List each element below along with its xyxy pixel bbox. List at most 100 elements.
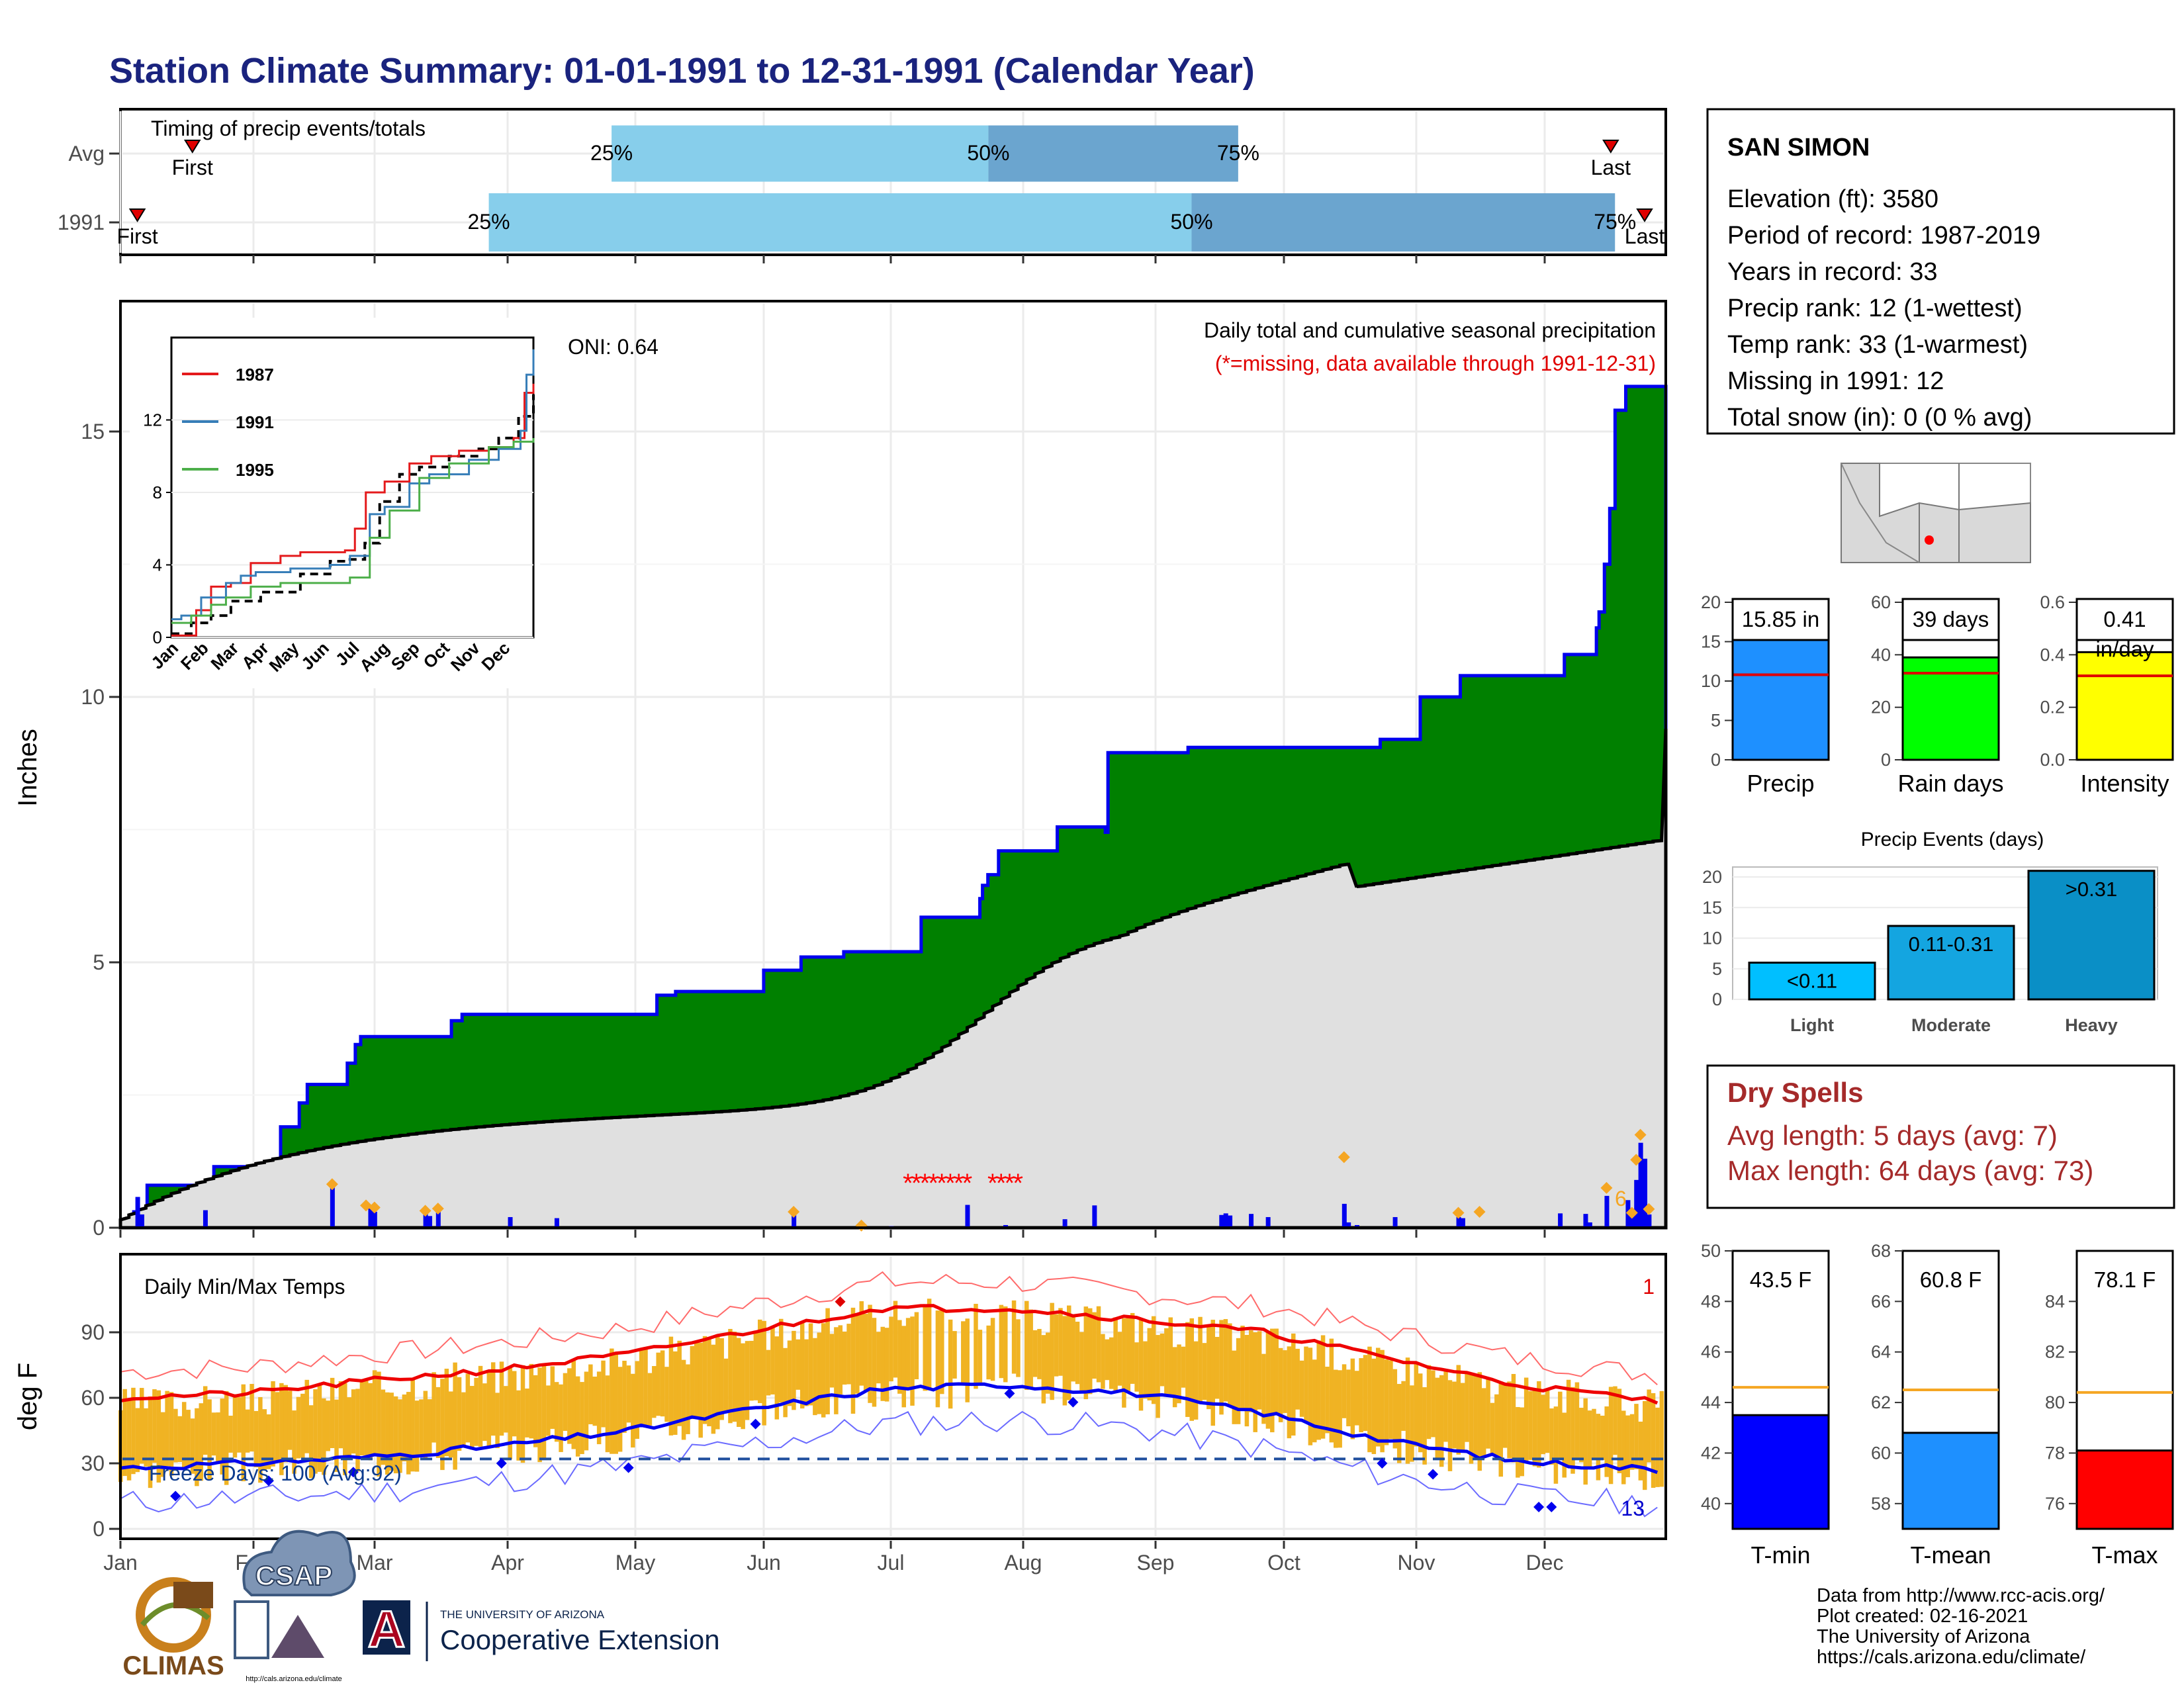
daily-temp-bar [821,1323,826,1418]
daily-temp-bar [796,1339,801,1390]
daily-temp-bar [152,1389,157,1463]
daily-temp-bar [1096,1306,1101,1383]
y-tick-label: 30 [81,1451,105,1475]
timing-bar-q1 [488,193,1192,251]
daily-temp-bar [935,1310,940,1408]
extreme-event-marker [1600,1181,1613,1194]
daily-temp-bar [974,1304,978,1389]
extreme-event-marker [1625,1207,1638,1219]
temp-tick: 76 [2045,1494,2065,1514]
timing-pct-label: 50% [967,141,1009,165]
temp-record-marker [170,1490,181,1502]
daily-temp-bar [1219,1320,1224,1415]
daily-precip-bar [965,1205,970,1228]
daily-temp-bar [499,1361,504,1436]
daily-temp-bar [872,1318,877,1407]
daily-temp-bar [330,1377,335,1449]
daily-temp-bar [199,1403,204,1481]
daily-temp-bar [432,1372,436,1443]
daily-temp-bar [173,1408,178,1463]
precip-events-chart: Precip Events (days) 0 5 10 15 20 <0.11 Light 0.… [1702,829,2158,1035]
daily-temp-bar [1278,1348,1283,1422]
daily-temp-bar [1392,1369,1398,1449]
daily-temp-bar [1046,1332,1050,1394]
daily-temp-bar [402,1394,407,1461]
missing-note: (*=missing, data available through 1991-… [1215,351,1656,375]
daily-temp-bar [351,1389,356,1454]
temp-bar-value: 60.8 F [1920,1267,1982,1292]
temp-tick: 66 [1871,1291,1891,1311]
daily-temp-bar [914,1312,919,1379]
daily-temp-bar [1075,1321,1080,1385]
footer-line: The University of Arizona [1817,1626,2030,1647]
precip-y-label: Inches [13,729,42,807]
daily-temp-bar [804,1339,809,1406]
inset-chart: 04812JanFebMarAprMayJunJulAugSepOctNovDe… [130,318,540,688]
daily-precip-bar [423,1210,428,1228]
events-tick: 15 [1702,897,1722,917]
temp-frame [119,1253,1667,1540]
daily-temp-bar [304,1379,309,1453]
daily-temp-bar [778,1318,784,1403]
daily-temp-bar [829,1334,835,1388]
daily-temp-bar [610,1348,614,1454]
daily-temp-bar [1270,1328,1275,1433]
daily-temp-bar [1452,1381,1457,1449]
temp-bottom-count: 13 [1621,1496,1645,1520]
daily-temp-bar [990,1318,995,1381]
daily-temp-bar [393,1396,398,1474]
daily-temp-bar [224,1391,229,1485]
daily-precip-bar [792,1214,797,1228]
daily-temp-bar [1574,1382,1580,1460]
daily-temp-bar [1028,1309,1033,1389]
daily-temp-bar [1490,1402,1495,1453]
daily-temp-bar [1198,1316,1203,1404]
daily-temp-bar [156,1390,161,1483]
temp-bar-label: T-min [1751,1541,1811,1569]
daily-temp-bar [1202,1343,1207,1400]
summary-tick: 20 [1701,592,1721,612]
summary-label: Rain days [1897,770,2003,797]
daily-temp-bar [1066,1305,1071,1400]
daily-temp-bar [1596,1414,1601,1481]
daily-temp-bar [1494,1394,1499,1460]
daily-temp-bar [1456,1365,1461,1455]
info-line: Period of record: 1987-2019 [1727,222,2040,250]
extreme-event-marker [1338,1151,1350,1164]
daily-temp-bar [571,1360,576,1449]
missing-day-marker: * [920,1169,931,1198]
daily-temp-bar [250,1384,254,1452]
daily-temp-bar [1375,1348,1381,1447]
daily-temp-bar [1396,1384,1402,1463]
temp-record-marker [835,1296,846,1307]
daily-temp-bar [1608,1387,1614,1485]
daily-temp-bar [1122,1318,1126,1408]
daily-temp-bar [1024,1301,1029,1390]
daily-temp-bar [1113,1317,1118,1392]
daily-temp-bar [1253,1332,1257,1432]
daily-temp-bar [216,1412,220,1463]
daily-temp-bar [131,1387,136,1475]
daily-temp-bar [1257,1331,1262,1410]
missing-day-marker: * [945,1169,956,1198]
daily-temp-bar [448,1391,453,1458]
ua-big-text: Cooperative Extension [440,1624,720,1655]
temp-tick: 84 [2045,1291,2065,1311]
info-line: Years in record: 33 [1727,258,1938,286]
timing-label: Timing of precip events/totals [151,116,426,140]
info-line: Elevation (ft): 3580 [1727,185,1938,213]
month-label: Dec [1526,1551,1564,1575]
temp-tick: 50 [1701,1241,1721,1261]
summary-value: 15.85 in [1742,607,1819,631]
temp-bar [2075,1449,2174,1530]
daily-temp-bar [664,1367,669,1422]
temp-tick: 78 [2045,1443,2065,1463]
timing-panel: 25% 50% 75% First Last Avg 25% 50% 75% First Last 1… [58,108,1667,263]
daily-temp-bar [1117,1332,1122,1386]
daily-temp-bar [520,1365,525,1463]
daily-temp-bar [347,1397,351,1458]
daily-temp-bar [940,1308,944,1394]
daily-temp-bar [1299,1360,1304,1417]
station-info-box: SAN SIMON Elevation (ft): 3580 Period of… [1706,108,2175,435]
